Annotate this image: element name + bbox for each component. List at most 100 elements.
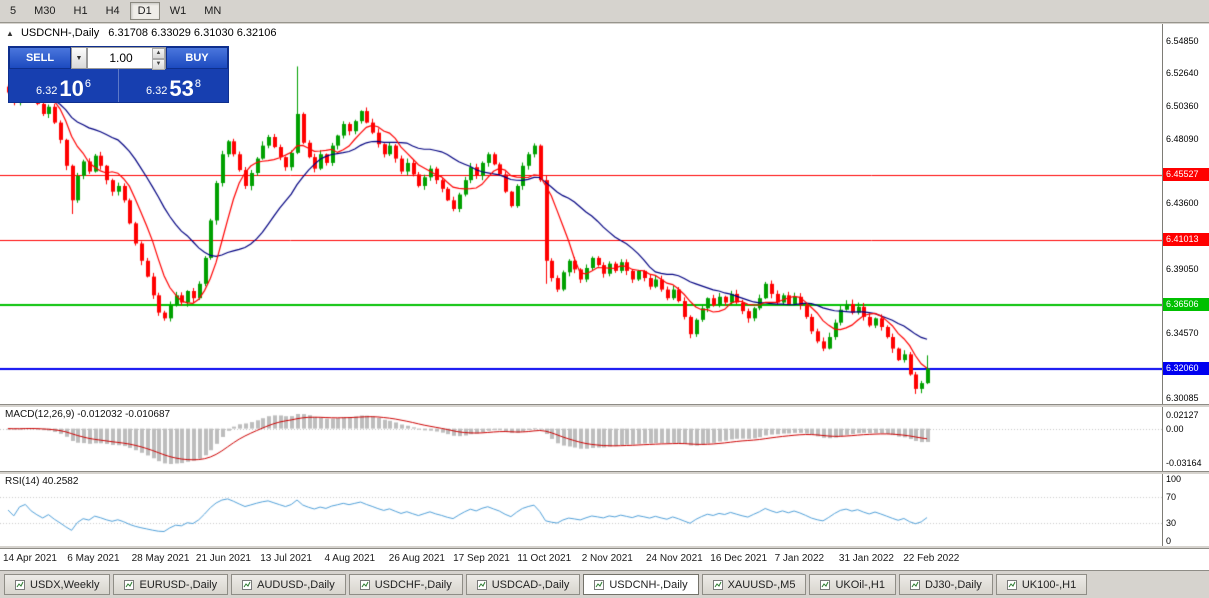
tab-label: USDCHF-,Daily	[374, 578, 452, 591]
date-axis: 14 Apr 2021 6 May 2021 28 May 2021 21 Jun 2…	[0, 548, 1209, 571]
sell-price[interactable]: 6.32 10 6	[9, 69, 119, 102]
macd-pane-label: MACD(12,26,9) -0.012032 -0.010687	[5, 409, 170, 420]
volume-dropdown-button[interactable]: ▼	[71, 47, 87, 69]
chevron-down-icon: ▼	[75, 54, 83, 62]
indicator-axis-label: -0.03164	[1166, 458, 1202, 468]
chart-symbol-period: USDCNH-,Daily	[20, 27, 100, 39]
chart-title: ▲ USDCNH-,Daily 6.31708 6.33029 6.31030 …	[6, 27, 277, 39]
rsi-name: RSI(14)	[5, 476, 40, 487]
buy-price[interactable]: 6.32 53 8	[119, 69, 228, 102]
timeframe-button-d1[interactable]: D1	[129, 2, 160, 20]
tab-label: XAUUSD-,M5	[727, 578, 796, 591]
chart-ohlc-values: 6.31708 6.33029 6.31030 6.32106	[108, 27, 277, 39]
timeframe-button-mn[interactable]: MN	[204, 5, 222, 17]
timeframe-button-5[interactable]: 5	[10, 5, 17, 17]
macd-indicator-canvas[interactable]	[0, 407, 1162, 471]
macd-values: -0.012032 -0.010687	[77, 409, 171, 420]
chart-icon	[476, 579, 487, 590]
chart-tab-usdchf-daily[interactable]: USDCHF-,Daily	[348, 574, 463, 595]
chart-icon	[820, 579, 831, 590]
volume-decrease-button[interactable]: ▼	[152, 59, 165, 70]
date-axis-label: 22 Feb 2022	[903, 553, 960, 564]
price-line-label: 6.41013	[1163, 233, 1209, 247]
date-axis-label: 2 Nov 2021	[581, 553, 633, 564]
tab-label: USDCAD-,Daily	[491, 578, 570, 591]
date-axis-label: 14 Apr 2021	[3, 553, 57, 564]
chart-tab-usdx-weekly[interactable]: USDX,Weekly	[4, 574, 111, 595]
pane-splitter[interactable]	[0, 471, 1209, 474]
date-axis-label: 17 Sep 2021	[453, 553, 510, 564]
chart-tabs-bar: USDX,Weekly EURUSD-,Daily AUDUSD-,Daily USD…	[0, 570, 1209, 598]
chart-tab-dj30-daily[interactable]: DJ30-,Daily	[898, 574, 993, 595]
sell-price-big: 10	[59, 76, 84, 101]
sell-price-sup: 6	[84, 78, 92, 90]
tab-label: AUDUSD-,Daily	[257, 578, 335, 591]
chart-icon	[242, 579, 253, 590]
date-axis-label: 26 Aug 2021	[388, 553, 445, 564]
rsi-value: 40.2582	[42, 476, 79, 487]
date-axis-label: 21 Jun 2021	[195, 553, 251, 564]
chart-icon	[594, 579, 605, 590]
one-click-trading-panel: SELL ▼ ▲ ▼ BUY 6.32 10 6 6.32 53 8	[8, 46, 229, 103]
trade-controls-row: SELL ▼ ▲ ▼ BUY	[9, 47, 228, 70]
pane-splitter[interactable]	[0, 404, 1209, 407]
volume-field-wrap: ▲ ▼	[87, 47, 166, 70]
tab-label: UK100-,H1	[1021, 578, 1077, 591]
timeframe-button-h1[interactable]: H1	[73, 5, 88, 17]
tab-label: USDX,Weekly	[30, 578, 100, 591]
chart-tab-usdcnh-daily[interactable]: USDCNH-,Daily	[583, 574, 699, 595]
date-axis-label: 24 Nov 2021	[646, 553, 703, 564]
rsi-indicator-canvas[interactable]	[0, 474, 1162, 546]
price-line-label: 6.36506	[1163, 298, 1209, 312]
chart-tab-eurusd-daily[interactable]: EURUSD-,Daily	[113, 574, 229, 595]
tab-label: DJ30-,Daily	[924, 578, 982, 591]
timeframe-button-w1[interactable]: W1	[169, 5, 187, 17]
price-line-label: 6.45527	[1163, 168, 1209, 182]
indicator-axis-label: 30	[1166, 517, 1177, 528]
tab-label: USDCNH-,Daily	[609, 578, 688, 591]
buy-price-sup: 8	[194, 78, 202, 90]
date-axis-label: 16 Dec 2021	[710, 553, 768, 564]
chart-icon	[712, 579, 723, 590]
volume-spinner: ▲ ▼	[152, 48, 165, 70]
chart-icon	[1006, 579, 1017, 590]
volume-increase-button[interactable]: ▲	[152, 48, 165, 59]
timeframe-button-h4[interactable]: H4	[105, 5, 120, 17]
date-axis-label: 13 Jul 2021	[260, 553, 312, 564]
indicator-axis-label: 100	[1166, 474, 1182, 484]
axis-divider	[1162, 24, 1163, 546]
tab-label: EURUSD-,Daily	[139, 578, 218, 591]
price-axis-label: 6.30085	[1166, 392, 1199, 403]
chart-tab-uk100-h1[interactable]: UK100-,H1	[995, 574, 1088, 595]
chart-tab-ukoil-h1[interactable]: UKOil-,H1	[809, 574, 896, 595]
chart-tab-xauusd-m5[interactable]: XAUUSD-,M5	[701, 574, 807, 595]
rsi-pane-label: RSI(14) 40.2582	[5, 476, 78, 487]
price-axis-label: 6.50360	[1166, 100, 1199, 111]
buy-price-big: 53	[169, 76, 194, 101]
price-line-label: 6.32060	[1163, 362, 1209, 376]
chart-icon	[909, 579, 920, 590]
price-axis[interactable]: 6.54850 6.52640 6.50360 6.48090 6.43600 6.390…	[1163, 24, 1209, 546]
date-axis-label: 28 May 2021	[131, 553, 190, 564]
sell-button[interactable]: SELL	[9, 47, 71, 69]
volume-input[interactable]	[88, 48, 165, 68]
price-axis-label: 6.52640	[1166, 68, 1199, 79]
indicator-axis-label: 0	[1166, 536, 1172, 546]
tab-label: UKOil-,H1	[835, 578, 885, 591]
price-axis-label: 6.34570	[1166, 328, 1199, 339]
timeframe-button-m30[interactable]: M30	[34, 5, 56, 17]
price-axis-label: 6.54850	[1166, 36, 1199, 47]
chart-tab-usdcad-daily[interactable]: USDCAD-,Daily	[465, 574, 581, 595]
timeframe-toolbar: 5 M30 H1 H4 D1 W1 MN	[0, 0, 1209, 23]
indicator-axis-label: 0.02127	[1166, 410, 1199, 420]
buy-price-prefix: 6.32	[145, 85, 168, 97]
indicator-axis-label: 0.00	[1166, 423, 1184, 434]
chart-tab-audusd-daily[interactable]: AUDUSD-,Daily	[231, 574, 346, 595]
date-axis-label: 11 Oct 2021	[517, 553, 572, 564]
chart-icon	[15, 579, 25, 590]
buy-button[interactable]: BUY	[166, 47, 228, 69]
price-axis-label: 6.43600	[1166, 198, 1199, 209]
date-axis-label: 4 Aug 2021	[324, 553, 376, 564]
one-click-toggle-icon[interactable]: ▲	[6, 29, 14, 38]
